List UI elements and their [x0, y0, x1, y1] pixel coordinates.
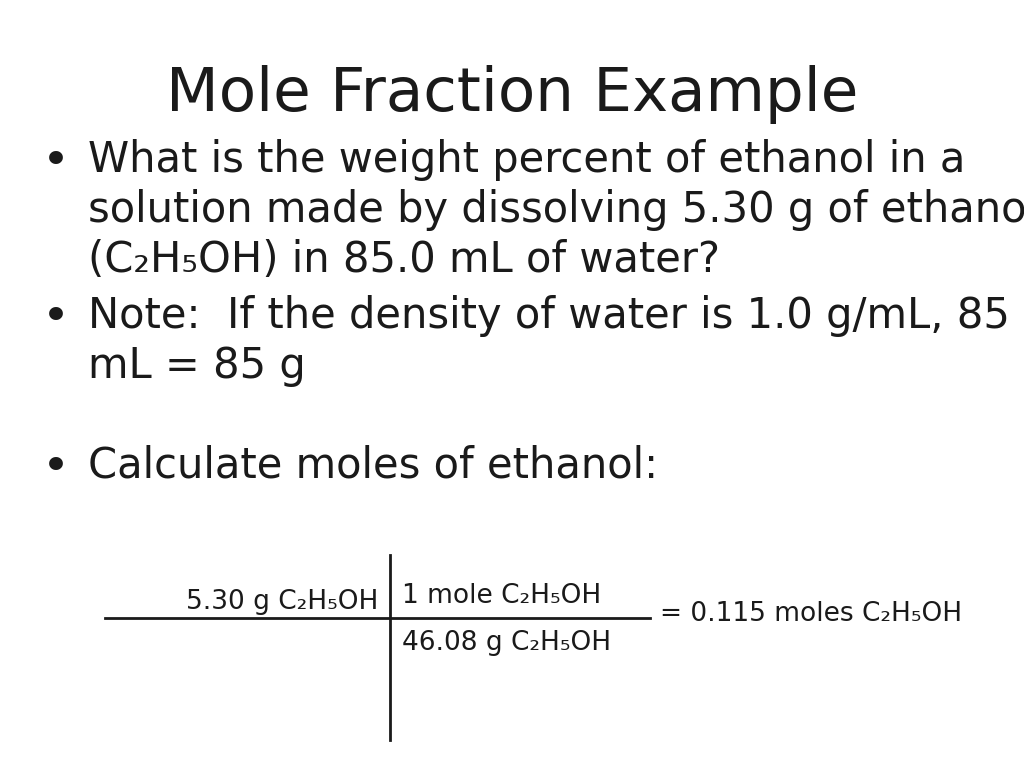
Text: 5.30 g C₂H₅OH: 5.30 g C₂H₅OH: [185, 589, 378, 615]
Text: = 0.115 moles C₂H₅OH: = 0.115 moles C₂H₅OH: [660, 601, 963, 627]
Text: mL = 85 g: mL = 85 g: [88, 345, 306, 387]
Text: Calculate moles of ethanol:: Calculate moles of ethanol:: [88, 445, 658, 487]
Text: What is the weight percent of ethanol in a: What is the weight percent of ethanol in…: [88, 139, 966, 181]
Text: •: •: [42, 445, 70, 491]
Text: (C₂H₅OH) in 85.0 mL of water?: (C₂H₅OH) in 85.0 mL of water?: [88, 239, 720, 281]
Text: solution made by dissolving 5.30 g of ethanol: solution made by dissolving 5.30 g of et…: [88, 189, 1024, 231]
Text: 46.08 g C₂H₅OH: 46.08 g C₂H₅OH: [402, 630, 611, 656]
Text: Note:  If the density of water is 1.0 g/mL, 85: Note: If the density of water is 1.0 g/m…: [88, 295, 1010, 337]
Text: 1 mole C₂H₅OH: 1 mole C₂H₅OH: [402, 583, 601, 609]
Text: •: •: [42, 140, 70, 184]
Text: •: •: [42, 296, 70, 340]
Text: Mole Fraction Example: Mole Fraction Example: [166, 65, 858, 124]
